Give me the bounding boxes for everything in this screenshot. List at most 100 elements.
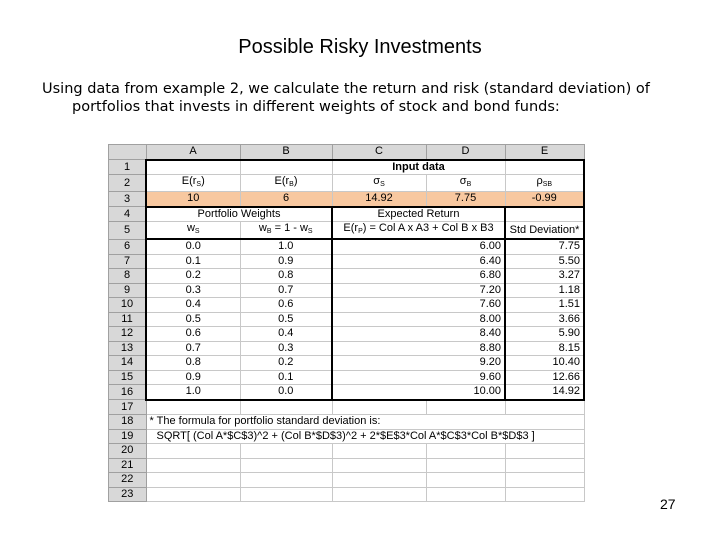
weight-bond-cell[interactable]: 0.7	[239, 282, 333, 298]
expected-return-cell[interactable]: 6.00	[331, 238, 506, 255]
std-deviation-cell[interactable]: 7.75	[504, 238, 585, 255]
col-header-d[interactable]: D	[425, 144, 506, 160]
expected-return-cell[interactable]: 8.80	[331, 340, 506, 356]
cell[interactable]	[145, 472, 241, 488]
expected-return-cell[interactable]: 7.20	[331, 282, 506, 298]
row-number[interactable]: 7	[108, 253, 147, 269]
row-number[interactable]: 9	[108, 282, 147, 298]
expected-return-cell[interactable]: 8.40	[331, 326, 506, 342]
cell[interactable]	[331, 472, 427, 488]
cell[interactable]	[504, 205, 585, 222]
row-number[interactable]: 18	[108, 414, 147, 430]
row-number[interactable]: 12	[108, 326, 147, 342]
portfolio-weights-header[interactable]: Portfolio Weights	[145, 205, 333, 222]
cell[interactable]	[145, 486, 241, 502]
weight-stock-cell[interactable]: 0.7	[145, 340, 241, 356]
weight-bond-cell[interactable]: 0.5	[239, 311, 333, 327]
row-number[interactable]: 20	[108, 443, 147, 459]
cell[interactable]	[504, 457, 585, 473]
row-number[interactable]: 10	[108, 297, 147, 313]
cell[interactable]	[425, 443, 506, 459]
expected-return-cell[interactable]: 8.00	[331, 311, 506, 327]
cell[interactable]	[145, 457, 241, 473]
input-value-cell[interactable]: -0.99	[504, 191, 585, 208]
cell[interactable]	[331, 486, 427, 502]
std-deviation-cell[interactable]: 3.66	[504, 311, 585, 327]
input-value-cell[interactable]: 10	[145, 191, 241, 208]
weight-stock-cell[interactable]: 0.5	[145, 311, 241, 327]
cell[interactable]	[504, 158, 585, 175]
row-number[interactable]: 14	[108, 355, 147, 371]
cell[interactable]	[331, 399, 427, 415]
header-std-deviation[interactable]: Std Deviation*	[504, 221, 585, 240]
weight-stock-cell[interactable]: 0.8	[145, 355, 241, 371]
cell[interactable]	[331, 457, 427, 473]
weight-bond-cell[interactable]: 0.4	[239, 326, 333, 342]
formula-note-line-2[interactable]: SQRT[ (Col A*$C$3)^2 + (Col B*$D$3)^2 + …	[145, 428, 585, 444]
weight-bond-cell[interactable]: 0.6	[239, 297, 333, 313]
std-deviation-cell[interactable]: 3.27	[504, 268, 585, 284]
weight-bond-cell[interactable]: 0.1	[239, 369, 333, 385]
formula-note-line-1[interactable]: * The formula for portfolio standard dev…	[145, 414, 585, 430]
row-number[interactable]: 21	[108, 457, 147, 473]
corner-cell[interactable]	[108, 144, 147, 160]
weight-bond-cell[interactable]: 0.2	[239, 355, 333, 371]
expected-return-cell[interactable]: 6.80	[331, 268, 506, 284]
std-deviation-cell[interactable]: 1.18	[504, 282, 585, 298]
header-portfolio-return[interactable]: E(rP) = Col A x A3 + Col B x B3	[331, 221, 506, 240]
std-deviation-cell[interactable]: 10.40	[504, 355, 585, 371]
weight-bond-cell[interactable]: 1.0	[239, 238, 333, 255]
cell[interactable]	[504, 443, 585, 459]
weight-stock-cell[interactable]: 0.4	[145, 297, 241, 313]
weight-bond-cell[interactable]: 0.3	[239, 340, 333, 356]
expected-return-cell[interactable]: 6.40	[331, 253, 506, 269]
row-number[interactable]: 17	[108, 399, 147, 415]
weight-stock-cell[interactable]: 0.9	[145, 369, 241, 385]
row-number[interactable]: 5	[108, 221, 147, 240]
cell[interactable]	[145, 399, 241, 415]
row-number[interactable]: 4	[108, 206, 147, 222]
expected-return-cell[interactable]: 9.60	[331, 369, 506, 385]
weight-stock-cell[interactable]: 0.6	[145, 326, 241, 342]
weight-bond-cell[interactable]: 0.9	[239, 253, 333, 269]
input-value-cell[interactable]: 14.92	[331, 191, 427, 208]
cell[interactable]	[425, 399, 506, 415]
row-number[interactable]: 2	[108, 174, 147, 192]
cell[interactable]	[239, 486, 333, 502]
std-deviation-cell[interactable]: 12.66	[504, 369, 585, 385]
header-correlation[interactable]: ρSB	[504, 174, 585, 192]
cell[interactable]	[239, 457, 333, 473]
cell[interactable]	[504, 472, 585, 488]
input-data-title[interactable]: Input data	[331, 158, 506, 175]
header-sigma-bond[interactable]: σB	[425, 174, 506, 192]
row-number[interactable]: 19	[108, 428, 147, 444]
row-number[interactable]: 6	[108, 238, 147, 255]
cell[interactable]	[239, 399, 333, 415]
weight-bond-cell[interactable]: 0.8	[239, 268, 333, 284]
row-number[interactable]: 22	[108, 472, 147, 488]
row-number[interactable]: 8	[108, 268, 147, 284]
expected-return-cell[interactable]: 9.20	[331, 355, 506, 371]
weight-bond-cell[interactable]: 0.0	[239, 384, 333, 401]
row-number[interactable]: 1	[108, 159, 147, 175]
weight-stock-cell[interactable]: 0.1	[145, 253, 241, 269]
cell[interactable]	[504, 486, 585, 502]
row-number[interactable]: 11	[108, 311, 147, 327]
std-deviation-cell[interactable]: 5.90	[504, 326, 585, 342]
col-header-a[interactable]: A	[145, 144, 241, 160]
expected-return-cell[interactable]: 10.00	[331, 384, 506, 401]
cell[interactable]	[331, 443, 427, 459]
weight-stock-cell[interactable]: 0.3	[145, 282, 241, 298]
col-header-e[interactable]: E	[504, 144, 585, 160]
cell[interactable]	[145, 443, 241, 459]
expected-return-header[interactable]: Expected Return	[331, 205, 506, 222]
cell[interactable]	[504, 399, 585, 415]
weight-stock-cell[interactable]: 0.0	[145, 238, 241, 255]
std-deviation-cell[interactable]: 1.51	[504, 297, 585, 313]
row-number[interactable]: 13	[108, 340, 147, 356]
input-value-cell[interactable]: 6	[239, 191, 333, 208]
row-number[interactable]: 16	[108, 384, 147, 400]
row-number[interactable]: 23	[108, 486, 147, 502]
col-header-c[interactable]: C	[331, 144, 427, 160]
col-header-b[interactable]: B	[239, 144, 333, 160]
